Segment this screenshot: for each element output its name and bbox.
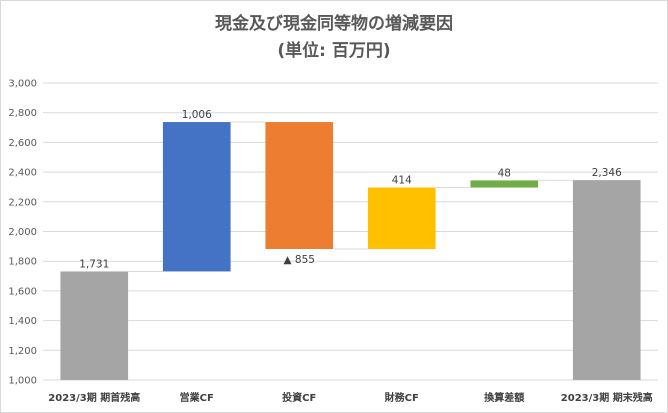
y-tick-label: 2,400 [8,168,37,179]
y-tick-label: 1,000 [8,376,37,387]
y-tick-label: 2,800 [8,108,37,119]
y-tick-label: 3,000 [8,79,37,90]
y-tick-label: 1,600 [8,286,37,297]
y-tick-label: 1,400 [8,316,37,327]
x-category-label: 投資CF [282,391,316,404]
x-category-label: 2023/3期 期首残高 [48,391,140,404]
waterfall-bar [572,180,641,380]
x-category-label: 2023/3期 期末残高 [561,391,653,404]
data-label: 48 [498,167,511,179]
y-tick-label: 2,200 [8,197,37,208]
y-tick-label: 2,000 [8,227,37,238]
x-category-label: 財務CF [384,391,419,404]
chart-subtitle: (単位: 百万円) [277,41,391,61]
waterfall-bar [162,122,231,272]
waterfall-bar [265,122,334,250]
data-label: 2,346 [592,167,622,179]
data-label: 414 [392,175,412,187]
data-label: ▲ 855 [284,254,315,266]
waterfall-bar [470,180,539,188]
y-tick-label: 1,200 [8,346,37,357]
waterfall-bar [60,271,129,380]
data-label: 1,731 [79,258,109,270]
data-label: 1,006 [182,109,212,121]
waterfall-bar [367,187,436,250]
y-tick-label: 2,600 [8,138,37,149]
x-category-label: 換算差額 [484,391,524,404]
x-category-label: 営業CF [180,391,214,404]
chart-title: 現金及び現金同等物の増減要因 [215,14,453,34]
y-tick-label: 1,800 [8,257,37,268]
